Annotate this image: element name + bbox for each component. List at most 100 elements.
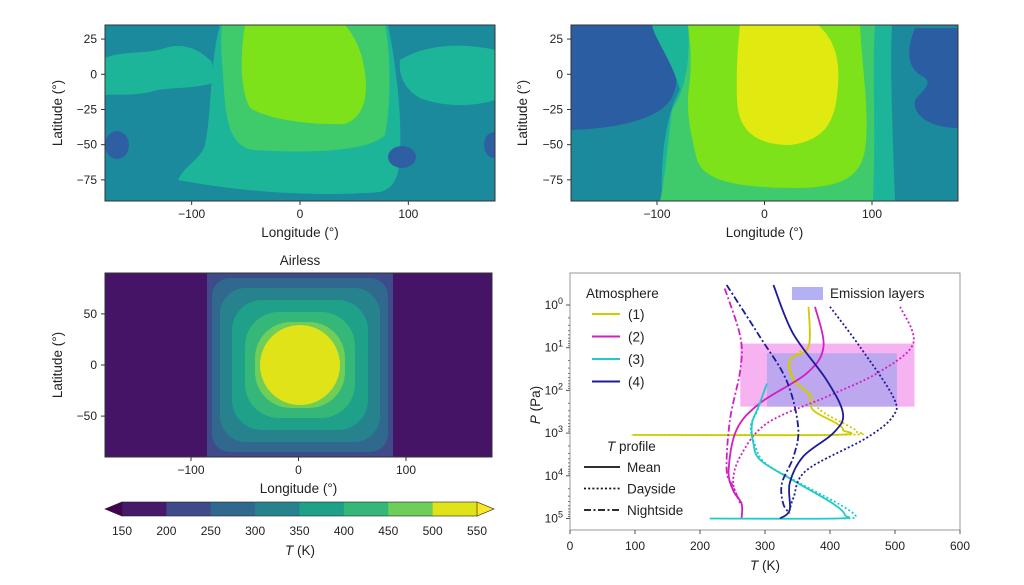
- x-tick-label: 500: [885, 539, 905, 553]
- colorbar-segment: [432, 502, 478, 516]
- y-tick-label: 102: [545, 381, 563, 397]
- x-axis-label: Longitude (°): [260, 481, 337, 496]
- colorbar-segment: [122, 502, 167, 516]
- profile-line-4-mean: [772, 284, 845, 520]
- colorbar-tick-label: 350: [289, 524, 309, 538]
- x-tick-label: 100: [398, 207, 418, 221]
- legend-profile-title: T profile: [607, 439, 656, 454]
- region-350-400: [399, 45, 495, 106]
- y-tick-label: −50: [77, 409, 98, 423]
- y-tick-label: 0: [90, 67, 97, 81]
- colorbar-segment: [299, 502, 345, 516]
- y-tick-label: −25: [543, 102, 564, 116]
- x-tick-label: 100: [862, 207, 882, 221]
- colorbar-tick-label: 500: [423, 524, 443, 538]
- colorbar-segment: [343, 502, 389, 516]
- colorbar-segment: [388, 502, 434, 516]
- legend-profile-label: Dayside: [627, 482, 676, 497]
- x-axis-label: T (K): [750, 558, 780, 573]
- legend-profile-label: Mean: [627, 460, 661, 475]
- map-top-left: [105, 25, 495, 201]
- map-airless-axes: −100 0 100 50 0 −50 Longitude (°) Latitude (°): [50, 307, 416, 496]
- profile-line-2-nightside: [723, 288, 743, 505]
- x-tick-label: −100: [177, 463, 204, 477]
- legend-emission-label: Emission layers: [830, 286, 925, 301]
- region-250-300: [571, 25, 677, 130]
- x-tick-label: 600: [950, 539, 970, 553]
- x-tick-label: 400: [820, 539, 840, 553]
- legend-profile-label: Nightside: [627, 503, 683, 518]
- region-450-500: [241, 25, 366, 125]
- colorbar-segment: [255, 502, 300, 516]
- x-axis-label: Longitude (°): [726, 225, 803, 240]
- y-tick-label: 101: [545, 339, 563, 355]
- y-tick-label: −50: [543, 138, 564, 152]
- profile-legend: Atmosphere (1) (2) (3) (4) T profile Mean Daysi…: [584, 286, 925, 518]
- map-top-right: [571, 25, 958, 201]
- y-tick-label: −50: [77, 138, 98, 152]
- colorbar-tick-label: 200: [156, 524, 176, 538]
- profile-line-2-mean: [727, 306, 825, 519]
- map-airless: [105, 273, 492, 457]
- colorbar-segment: [210, 502, 256, 516]
- y-tick-label: 25: [550, 32, 564, 46]
- colorbar-tick-label: 150: [112, 524, 132, 538]
- colorbar: 150 200 250 300 350 400 450 500 550: [104, 501, 495, 538]
- profile-curves: [631, 284, 915, 520]
- profile-axes: 0 100 200 300 400 500 600 100 101 102 103 104 105 T (…: [528, 296, 970, 573]
- colorbar-tick-label: 300: [245, 524, 265, 538]
- profile-line-4-nightside: [725, 284, 800, 514]
- y-axis-label: Latitude (°): [515, 80, 530, 146]
- legend-atmosphere-title: Atmosphere: [586, 286, 659, 301]
- region-250-300: [388, 146, 416, 168]
- y-tick-label: 104: [545, 467, 563, 483]
- y-tick-label: 50: [84, 307, 98, 321]
- y-tick-label: 103: [545, 424, 563, 440]
- legend-atmosphere-label: (2): [628, 330, 645, 345]
- legend-atmosphere-label: (3): [628, 352, 645, 367]
- profile-line-3-dayside: [749, 388, 857, 520]
- x-tick-label: 100: [625, 539, 645, 553]
- x-tick-label: 100: [396, 463, 416, 477]
- map-top-left-axes: −100 0 100 25 0 −25 −50 −75 Longitude (°) Latitud…: [50, 32, 419, 240]
- x-tick-label: −100: [178, 207, 205, 221]
- y-tick-label: 25: [84, 32, 98, 46]
- y-axis-label: Latitude (°): [50, 332, 65, 398]
- x-tick-label: 200: [690, 539, 710, 553]
- legend-atmosphere-label: (1): [628, 307, 645, 322]
- colorbar-tick-label: 250: [201, 524, 221, 538]
- colorbar-extend-high: [476, 501, 495, 517]
- x-tick-label: 0: [295, 463, 302, 477]
- colorbar-label: T (K): [285, 543, 315, 558]
- x-tick-label: −100: [643, 207, 670, 221]
- region-350-400: [105, 45, 215, 95]
- profile-line-4-dayside: [788, 306, 898, 511]
- x-tick-label: 300: [755, 539, 775, 553]
- y-tick-label: −25: [77, 102, 98, 116]
- region-500-550: [736, 25, 839, 145]
- region-250-300: [105, 131, 129, 159]
- x-axis-label: Longitude (°): [261, 225, 338, 240]
- y-axis-label: P (Pa): [528, 386, 543, 424]
- region-500-550: [260, 325, 340, 405]
- airless-title: Airless: [280, 253, 321, 268]
- colorbar-outline: [121, 501, 478, 517]
- y-tick-label: 0: [90, 358, 97, 372]
- colorbar-extend-low: [104, 501, 123, 517]
- y-tick-label: 100: [545, 296, 563, 312]
- colorbar-segment: [166, 502, 212, 516]
- y-tick-label: 105: [545, 510, 563, 526]
- x-tick-label: 0: [567, 539, 574, 553]
- emission-layers: [740, 343, 915, 407]
- region-250-300: [909, 28, 958, 128]
- x-tick-label: 0: [761, 207, 768, 221]
- y-tick-label: 0: [556, 67, 563, 81]
- map-top-right-axes: −100 0 100 25 0 −25 −50 −75 Longitude (°) Latitud…: [515, 32, 882, 240]
- colorbar-tick-label: 550: [467, 524, 487, 538]
- y-tick-label: −75: [543, 173, 564, 187]
- region-250-300: [484, 132, 495, 158]
- legend-emission-swatch: [792, 287, 823, 300]
- colorbar-tick-label: 400: [334, 524, 354, 538]
- y-tick-label: −75: [77, 173, 98, 187]
